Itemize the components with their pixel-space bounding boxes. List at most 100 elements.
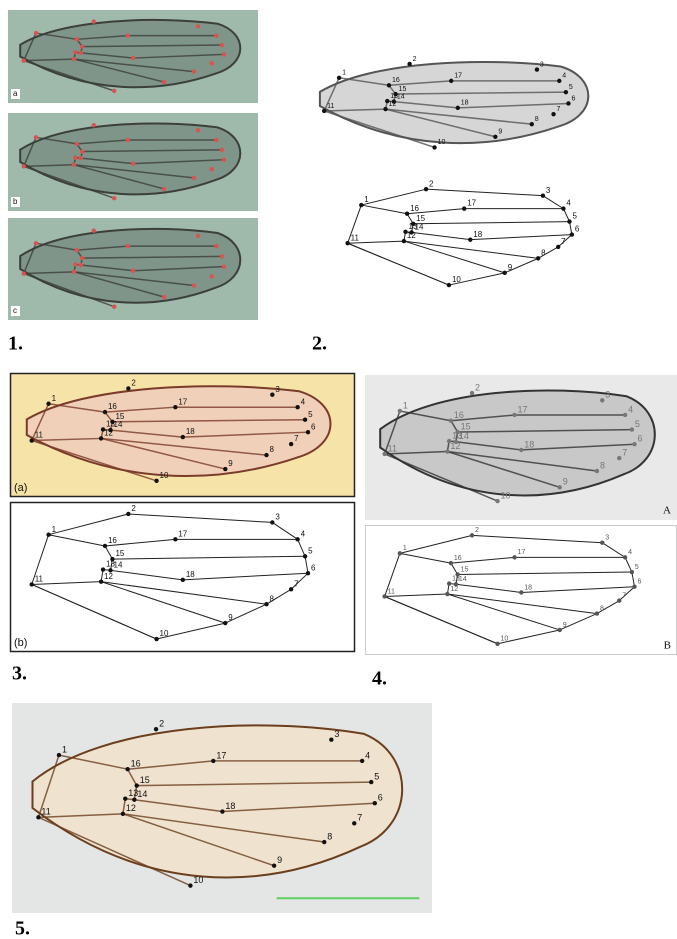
landmark-dot bbox=[519, 590, 523, 594]
landmark-dot bbox=[470, 391, 474, 395]
landmark-dot bbox=[72, 163, 76, 167]
landmark-dot bbox=[495, 499, 499, 503]
landmark-label: 7 bbox=[357, 813, 362, 823]
landmark-label: 8 bbox=[327, 831, 332, 841]
landmark-label: 17 bbox=[178, 529, 187, 538]
landmark-label: 6 bbox=[378, 793, 383, 803]
landmark-dot bbox=[110, 420, 114, 424]
subpanel-label: a bbox=[13, 89, 18, 98]
landmark-label: 14 bbox=[114, 420, 123, 429]
landmark-label: 17 bbox=[454, 73, 462, 80]
landmark-label: 11 bbox=[35, 575, 44, 584]
landmark-dot bbox=[210, 61, 214, 65]
landmark-dot bbox=[630, 427, 634, 431]
landmark-label: 16 bbox=[410, 204, 419, 213]
landmark-dot bbox=[30, 438, 34, 442]
landmark-label: 5 bbox=[635, 564, 639, 571]
landmark-dot bbox=[22, 271, 26, 275]
landmark-dot bbox=[75, 248, 79, 252]
landmark-dot bbox=[432, 145, 436, 149]
landmark-label: 12 bbox=[450, 586, 458, 593]
landmark-label: 8 bbox=[541, 248, 546, 257]
landmark-label: 7 bbox=[557, 106, 561, 113]
landmark-dot bbox=[131, 161, 135, 165]
landmark-label: 3 bbox=[546, 186, 551, 195]
landmark-dot bbox=[173, 405, 177, 409]
landmark-dot bbox=[289, 587, 293, 591]
landmark-label: 17 bbox=[216, 750, 226, 760]
landmark-dot bbox=[103, 410, 107, 414]
landmark-label: 4 bbox=[566, 199, 571, 208]
landmark-label: 2 bbox=[413, 56, 417, 63]
landmark-dot bbox=[73, 50, 77, 54]
landmark-dot bbox=[181, 578, 185, 582]
landmark-dot bbox=[123, 796, 127, 800]
landmark-label: 15 bbox=[140, 775, 150, 785]
landmark-label: 11 bbox=[41, 807, 50, 817]
landmark-dot bbox=[536, 256, 540, 260]
landmark-dot bbox=[558, 628, 562, 632]
landmark-dot bbox=[503, 271, 507, 275]
landmark-label: 1 bbox=[52, 394, 57, 403]
landmark-dot bbox=[264, 602, 268, 606]
landmark-dot bbox=[564, 90, 568, 94]
landmark-label: 17 bbox=[518, 549, 526, 556]
landmark-label: 10 bbox=[501, 490, 511, 500]
landmark-dot bbox=[405, 212, 409, 216]
landmark-dot bbox=[306, 571, 310, 575]
landmark-dot bbox=[162, 187, 166, 191]
landmark-label: 5 bbox=[569, 84, 573, 91]
landmark-label: 12 bbox=[104, 572, 113, 581]
landmark-label: 4 bbox=[628, 404, 633, 414]
landmark-dot bbox=[352, 821, 356, 825]
landmark-label: 2 bbox=[159, 719, 164, 729]
landmark-dot bbox=[409, 230, 413, 234]
landmark-label: 4 bbox=[628, 549, 632, 556]
landmark-dot bbox=[398, 409, 402, 413]
panel-label: 4. bbox=[372, 668, 387, 690]
landmark-dot bbox=[385, 99, 389, 103]
landmark-dot bbox=[211, 759, 215, 763]
subpanel-label: b bbox=[13, 197, 18, 206]
landmark-label: 4 bbox=[562, 73, 566, 80]
landmark-dot bbox=[210, 167, 214, 171]
landmark-label: 8 bbox=[269, 594, 274, 603]
landmark-dot bbox=[75, 37, 79, 41]
landmark-label: 1 bbox=[364, 195, 369, 204]
landmark-dot bbox=[131, 56, 135, 60]
landmark-dot bbox=[79, 156, 83, 160]
landmark-label: 6 bbox=[311, 563, 316, 572]
landmark-label: 9 bbox=[563, 477, 568, 487]
landmark-dot bbox=[454, 582, 458, 586]
landmark-dot bbox=[112, 304, 116, 308]
landmark-dot bbox=[223, 467, 227, 471]
landmark-dot bbox=[22, 164, 26, 168]
landmark-dot bbox=[470, 533, 474, 537]
landmark-dot bbox=[445, 592, 449, 596]
landmark-label: 11 bbox=[388, 443, 397, 453]
landmark-dot bbox=[530, 122, 534, 126]
landmark-label: 14 bbox=[137, 789, 147, 799]
landmark-dot bbox=[454, 440, 458, 444]
landmark-label: 5 bbox=[308, 410, 313, 419]
landmark-dot bbox=[80, 149, 84, 153]
landmark-dot bbox=[126, 512, 130, 516]
landmark-label: 5 bbox=[308, 546, 313, 555]
landmark-label: 14 bbox=[459, 431, 469, 441]
landmark-label: 11 bbox=[351, 233, 360, 242]
landmark-dot bbox=[46, 402, 50, 406]
landmark-dot bbox=[73, 155, 77, 159]
landmark-dot bbox=[566, 101, 570, 105]
landmark-dot bbox=[382, 452, 386, 456]
landmark-dot bbox=[493, 135, 497, 139]
landmark-label: 15 bbox=[115, 549, 124, 558]
landmark-dot bbox=[392, 99, 396, 103]
landmark-label: 16 bbox=[392, 77, 400, 84]
landmark-label: 17 bbox=[178, 397, 187, 406]
landmark-dot bbox=[329, 738, 333, 742]
landmark-dot bbox=[196, 128, 200, 132]
landmark-dot bbox=[402, 239, 406, 243]
landmark-label: 1 bbox=[342, 70, 346, 77]
landmark-label: 8 bbox=[600, 605, 604, 612]
landmark-label: 1 bbox=[403, 400, 408, 410]
